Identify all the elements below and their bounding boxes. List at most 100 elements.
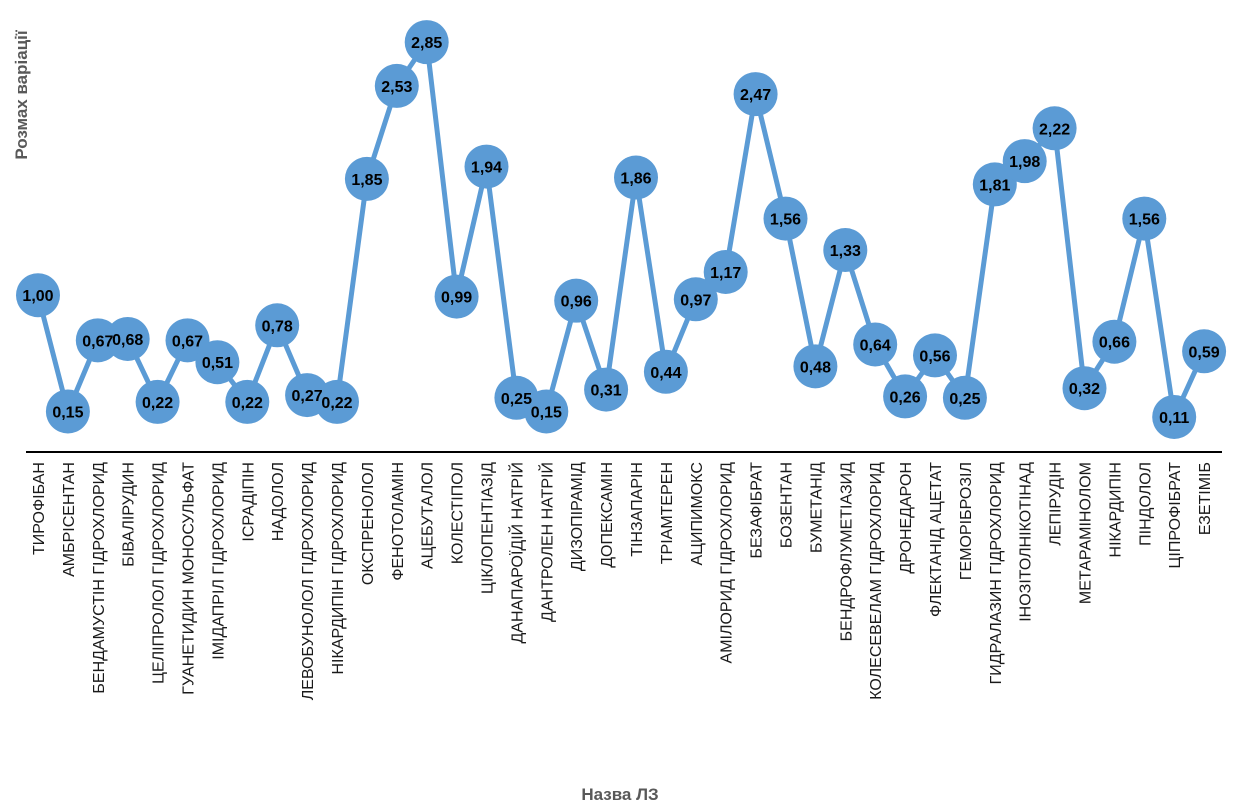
x-tick-label: ЛЕВОБУНОЛОЛ ГІДРОХЛОРИД: [300, 462, 317, 700]
data-label: 1,98: [1009, 154, 1040, 171]
data-point[interactable]: [16, 273, 60, 318]
data-point[interactable]: [105, 316, 150, 361]
x-tick-label: ТІНЗАПАРІН: [629, 462, 646, 557]
data-label: 0,99: [441, 290, 472, 307]
data-label: 2,22: [1039, 121, 1070, 138]
data-label: 0,96: [561, 294, 592, 311]
data-label: 0,67: [82, 333, 113, 350]
data-point[interactable]: [763, 196, 808, 241]
data-point[interactable]: [703, 249, 748, 294]
data-point[interactable]: [1062, 366, 1107, 411]
data-point[interactable]: [1152, 394, 1197, 439]
data-point[interactable]: [614, 155, 658, 200]
data-label: 0,22: [321, 395, 352, 412]
x-tick-label: БЕНДАМУСТІН ГІДРОХЛОРИД: [91, 462, 108, 694]
x-tick-label: ДИЗОПІРАМІД: [569, 462, 586, 571]
x-tick-label: АМІЛОРИД ГІДРОХЛОРИД: [719, 462, 736, 664]
x-tick-label: АМБРІСЕНТАН: [61, 462, 78, 577]
data-label: 1,85: [351, 172, 382, 189]
data-point[interactable]: [823, 228, 868, 273]
data-point[interactable]: [942, 375, 987, 420]
x-tick-label: АЦИПИМОКС: [689, 462, 706, 565]
data-label: 0,26: [890, 389, 921, 406]
x-tick-label: КОЛЕСТІПОЛ: [450, 462, 467, 564]
data-label: 1,33: [830, 243, 861, 260]
data-point[interactable]: [344, 156, 389, 201]
data-point[interactable]: [1092, 319, 1137, 364]
data-point[interactable]: [1122, 196, 1167, 241]
x-tick-label: ДАНТРОЛЕН НАТРІЙ: [537, 462, 556, 622]
data-point[interactable]: [883, 374, 928, 419]
data-label: 0,66: [1099, 335, 1130, 352]
data-point[interactable]: [464, 144, 509, 189]
data-label: 0,67: [172, 333, 203, 350]
data-point[interactable]: [524, 389, 569, 434]
data-point[interactable]: [584, 367, 629, 412]
data-point[interactable]: [434, 274, 479, 319]
data-point[interactable]: [315, 379, 359, 424]
data-point[interactable]: [1002, 139, 1047, 184]
data-point[interactable]: [255, 303, 300, 348]
x-tick-label: ЦЕЛІПРОЛОЛ ГІДРОХЛОРИД: [151, 462, 168, 684]
data-point[interactable]: [643, 349, 688, 394]
x-tick-label: ІНОЗІТОЛНІКОТІНАД: [1018, 462, 1035, 622]
x-tick-label: ЦІКЛОПЕНТІАЗІД: [480, 462, 497, 594]
data-label: 2,53: [381, 79, 412, 96]
x-tick-label: БЕЗАФІБРАТ: [749, 462, 766, 559]
data-point[interactable]: [225, 379, 270, 424]
data-label: 0,48: [800, 359, 831, 376]
data-point[interactable]: [195, 340, 240, 385]
data-point[interactable]: [45, 389, 90, 434]
data-label: 0,25: [949, 391, 980, 408]
x-tick-label: БУМЕТАНІД: [808, 462, 825, 553]
x-tick-label: ГИДРАЛАЗИН ГІДРОХЛОРИД: [988, 462, 1005, 685]
data-point[interactable]: [374, 63, 419, 108]
data-label: 0,97: [680, 292, 711, 309]
series-group: 1,000,150,670,680,220,670,510,220,780,27…: [16, 20, 1227, 439]
x-tick-labels: ТИРОФІБАН АМБРІСЕНТАН БЕНДАМУСТІН ГІДРОХЛО…: [31, 462, 1214, 700]
x-tick-label: ФЕНОТОЛАМІН: [390, 462, 407, 581]
x-tick-label: ГУАНЕТИДИН МОНОСУЛЬФАТ: [181, 462, 198, 695]
x-tick-label: ГЕМОРІБРОЗІЛ: [958, 462, 975, 580]
data-label: 0,11: [1159, 410, 1189, 427]
data-point[interactable]: [1032, 106, 1077, 151]
x-tick-label: НІКАРДИПІН: [1107, 462, 1124, 557]
x-tick-label: ДРОНЕДАРОН: [898, 462, 915, 574]
data-label: 0,51: [202, 355, 233, 372]
data-point[interactable]: [135, 379, 180, 424]
x-tick-label: НАДОЛОЛ: [270, 462, 287, 541]
data-label: 0,15: [531, 404, 562, 421]
x-tick-label: ЦІПРОФІБРАТ: [1167, 462, 1184, 569]
x-tick-label: ІСРАДІПІН: [240, 462, 257, 542]
x-tick-label: ТРІАМТЕРЕН: [659, 462, 676, 564]
data-label: 0,27: [292, 388, 323, 405]
data-label: 1,17: [710, 265, 741, 282]
data-point[interactable]: [404, 20, 449, 65]
data-label: 2,47: [740, 87, 771, 104]
data-point[interactable]: [853, 322, 898, 367]
x-tick-label: АЦЕБУТАЛОЛ: [420, 462, 437, 569]
x-tick-label: НІКАРДИПІН ГІДРОХЛОРИД: [330, 462, 347, 675]
data-point[interactable]: [733, 72, 778, 117]
x-tick-label: ОКСПРЕНОЛОЛ: [360, 462, 377, 585]
data-label: 1,81: [979, 177, 1010, 194]
data-point[interactable]: [673, 277, 718, 322]
data-point[interactable]: [793, 344, 838, 389]
data-point[interactable]: [972, 162, 1017, 207]
data-point[interactable]: [913, 333, 957, 378]
x-tick-label: ЕЗЕТІМІБ: [1197, 462, 1214, 535]
x-tick-label: БІВАЛІРУДИН: [121, 462, 138, 567]
data-label: 0,31: [591, 383, 622, 400]
data-point[interactable]: [1182, 329, 1227, 374]
data-label: 0,64: [860, 337, 891, 354]
data-label: 0,59: [1189, 344, 1220, 361]
data-label: 0,68: [112, 332, 143, 349]
data-label: 0,22: [142, 395, 173, 412]
x-tick-label: ДОПЕКСАМІН: [599, 462, 616, 568]
data-label: 0,32: [1069, 381, 1100, 398]
data-label: 1,00: [22, 288, 53, 305]
x-tick-label: ФЛЕКТАНІД АЦЕТАТ: [928, 462, 945, 617]
data-label: 1,86: [620, 171, 651, 188]
data-point[interactable]: [554, 278, 599, 323]
x-tick-label: БОЗЕНТАН: [779, 462, 796, 548]
